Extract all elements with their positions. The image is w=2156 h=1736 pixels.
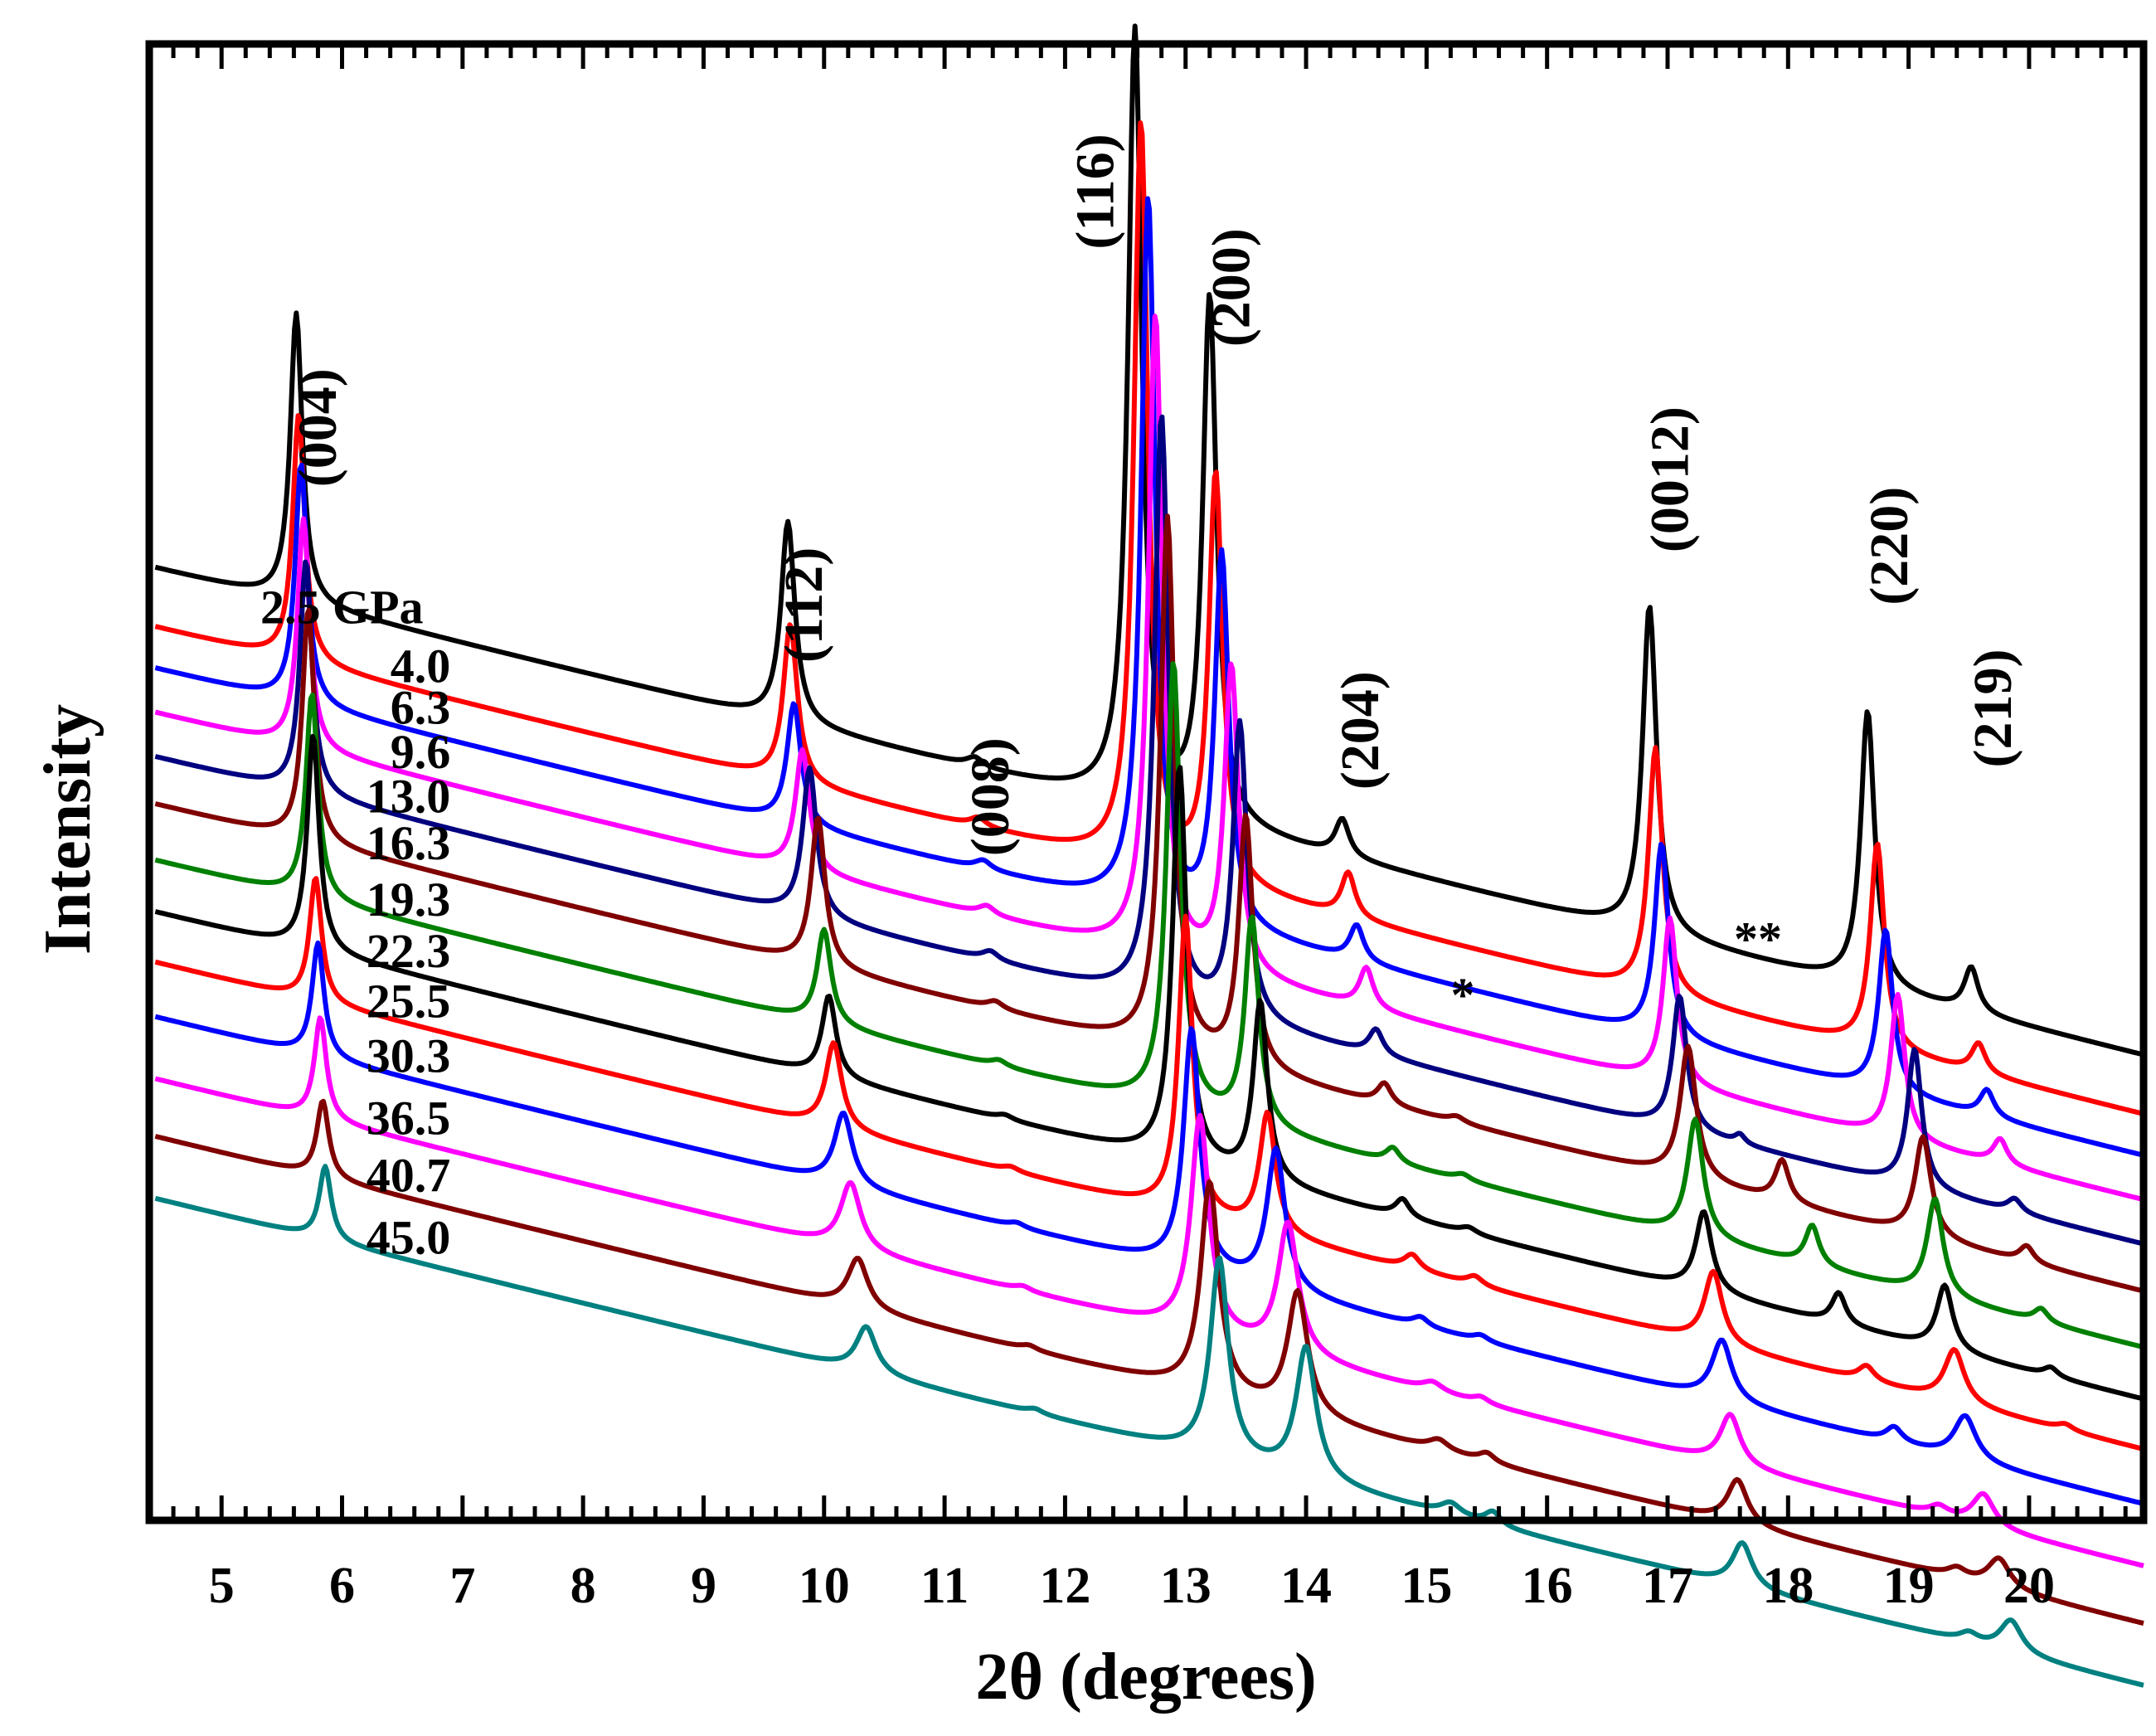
x-tick-label: 13 bbox=[1160, 1558, 1212, 1614]
series-line bbox=[154, 661, 2144, 1350]
x-tick-label: 14 bbox=[1280, 1558, 1332, 1614]
plot-frame bbox=[145, 40, 2148, 1524]
x-tick-label: 9 bbox=[691, 1558, 716, 1614]
pressure-label: 30.3 bbox=[367, 1029, 451, 1083]
y-axis-title: Intensity bbox=[32, 704, 104, 955]
pressure-label: 19.3 bbox=[367, 873, 451, 926]
x-tick-label: 5 bbox=[209, 1558, 235, 1614]
peak-label: (219) bbox=[1963, 649, 2023, 768]
impurity-markers: *** bbox=[1450, 912, 1782, 1022]
x-tick-label: 8 bbox=[571, 1558, 596, 1614]
peak-label: (116) bbox=[1066, 134, 1126, 249]
x-tick-label: 16 bbox=[1522, 1558, 1573, 1614]
x-tick-label: 19 bbox=[1883, 1558, 1935, 1614]
x-tick-labels: 5 6 7 8 9 10 11 12 13 14 15 16 17 18 19 20 bbox=[209, 1558, 2055, 1614]
series-line bbox=[154, 1164, 2144, 1688]
pressure-label: 2.5 GPa bbox=[260, 580, 424, 634]
series-line bbox=[154, 513, 2144, 1294]
x-tick-label: 11 bbox=[920, 1558, 969, 1614]
x-tick-label: 20 bbox=[2003, 1558, 2055, 1614]
x-axis-title: 2θ (degrees) bbox=[975, 1641, 1316, 1714]
pressure-label: 4.0 bbox=[391, 639, 451, 693]
series-line bbox=[154, 1098, 2144, 1627]
series-line bbox=[154, 196, 2144, 1158]
x-tick-label: 17 bbox=[1642, 1558, 1693, 1614]
x-tick-label: 18 bbox=[1762, 1558, 1814, 1614]
asterisk-marker: * bbox=[1450, 968, 1474, 1022]
pressure-label: 25.5 bbox=[367, 975, 451, 1028]
x-tick-label: 15 bbox=[1401, 1558, 1452, 1614]
peak-label: (008) bbox=[960, 737, 1021, 856]
peak-annotations: (004) (112) (008) (116) (200) (204) (0012) (220… bbox=[288, 134, 2023, 856]
peak-label: (204) bbox=[1330, 671, 1391, 790]
asterisk-marker: ** bbox=[1734, 912, 1782, 965]
x-tick-label: 6 bbox=[329, 1558, 355, 1614]
x-tick-label: 7 bbox=[449, 1558, 475, 1614]
series-line bbox=[154, 414, 2144, 1247]
peak-label: (220) bbox=[1859, 487, 1920, 605]
pressure-label: 45.0 bbox=[367, 1211, 451, 1265]
pressure-label: 22.3 bbox=[367, 924, 451, 978]
pressure-label: 9.6 bbox=[391, 725, 451, 779]
peak-label: (112) bbox=[774, 547, 834, 663]
pressure-label: 13.0 bbox=[367, 769, 451, 823]
series-line bbox=[154, 876, 2144, 1452]
series-line bbox=[154, 1015, 2144, 1568]
pressure-labels: 2.5 GPa4.06.39.613.016.319.322.325.530.3… bbox=[260, 580, 450, 1264]
peak-label: (004) bbox=[288, 368, 348, 487]
series-group bbox=[154, 23, 2144, 1688]
series-line bbox=[154, 314, 2144, 1203]
pressure-label: 36.5 bbox=[367, 1091, 451, 1145]
pressure-label: 40.7 bbox=[367, 1149, 451, 1203]
pressure-label: 6.3 bbox=[391, 680, 451, 734]
series-line bbox=[154, 940, 2144, 1506]
peak-label: (200) bbox=[1202, 228, 1262, 347]
peak-label: (0012) bbox=[1640, 406, 1701, 552]
x-tick-label: 10 bbox=[799, 1558, 850, 1614]
series-line bbox=[154, 733, 2144, 1402]
x-tick-label: 12 bbox=[1039, 1558, 1090, 1614]
pressure-label: 16.3 bbox=[367, 816, 451, 870]
